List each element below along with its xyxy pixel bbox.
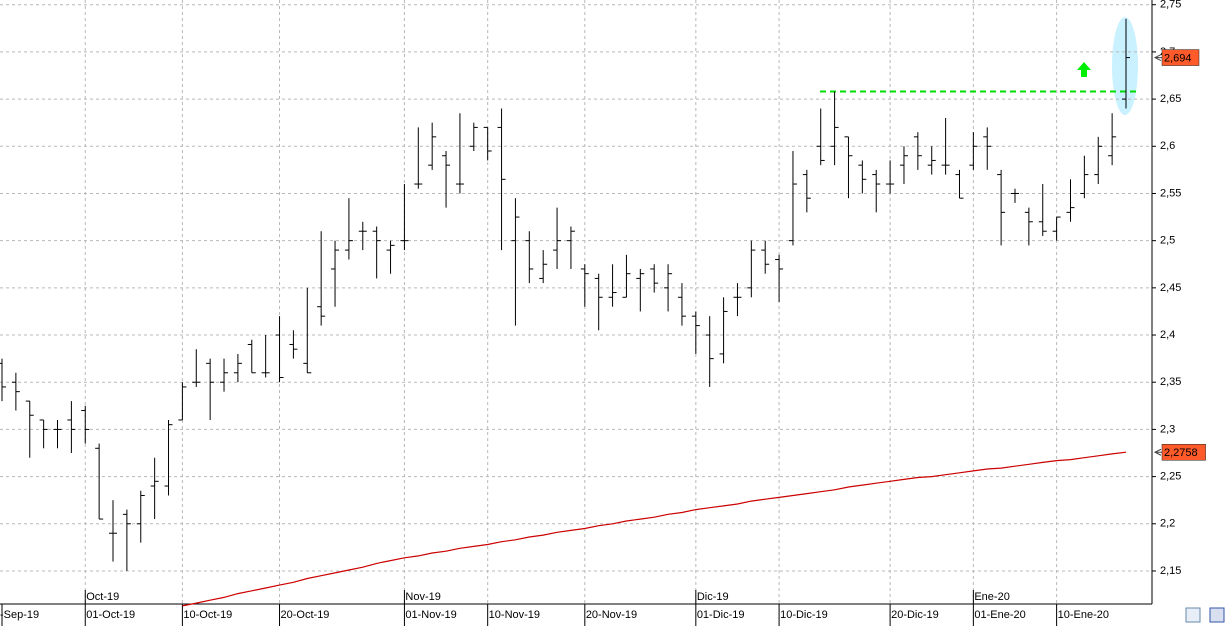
x-tick-label: 10-Dic-19 <box>780 609 828 621</box>
highlight-ellipse <box>1112 17 1138 115</box>
month-label: Oct-19 <box>86 591 119 603</box>
month-label: Nov-19 <box>405 591 440 603</box>
x-tick-label: -Sep-19 <box>0 609 39 621</box>
x-tick-label: 20-Dic-19 <box>891 609 939 621</box>
price-marker-box <box>1161 443 1206 461</box>
x-tick-label: 10-Nov-19 <box>489 609 540 621</box>
x-tick-label: 10-Ene-20 <box>1058 609 1109 621</box>
toolbar-icons <box>1185 607 1225 623</box>
y-tick-label: 2,4 <box>1160 329 1175 341</box>
x-tick-label: 01-Oct-19 <box>86 609 135 621</box>
y-tick-label: 2,35 <box>1160 376 1181 388</box>
y-tick-label: 2,55 <box>1160 187 1181 199</box>
x-tick-label: 20-Nov-19 <box>586 609 637 621</box>
x-tick-label: 01-Dic-19 <box>697 609 745 621</box>
price-marker-box <box>1161 49 1200 66</box>
y-tick-label: 2,75 <box>1160 0 1181 11</box>
save-button[interactable] <box>1209 607 1225 623</box>
price-marker-label: 2,2758 <box>1164 447 1198 459</box>
y-tick-label: 2,2 <box>1160 518 1175 530</box>
y-tick-label: 2,6 <box>1160 140 1175 152</box>
price-marker-label: 2,694 <box>1164 52 1192 64</box>
month-label: Dic-19 <box>697 591 729 603</box>
price-marker-arrow <box>1153 448 1162 456</box>
price-marker-arrow <box>1153 54 1162 62</box>
x-tick-label: 20-Oct-19 <box>281 609 330 621</box>
y-tick-label: 2,15 <box>1160 565 1181 577</box>
y-tick-label: 2,65 <box>1160 93 1181 105</box>
up-arrow <box>1077 62 1091 77</box>
icon-button[interactable] <box>1185 607 1201 623</box>
y-tick-label: 2,45 <box>1160 282 1181 294</box>
y-tick-label: 2,5 <box>1160 235 1175 247</box>
month-label: Ene-20 <box>974 591 1009 603</box>
x-tick-label: 01-Ene-20 <box>974 609 1025 621</box>
y-tick-label: 2,3 <box>1160 423 1175 435</box>
y-tick-label: 2,25 <box>1160 471 1181 483</box>
x-tick-label: 01-Nov-19 <box>405 609 456 621</box>
moving-average <box>182 451 1127 607</box>
x-tick-label: 10-Oct-19 <box>183 609 232 621</box>
